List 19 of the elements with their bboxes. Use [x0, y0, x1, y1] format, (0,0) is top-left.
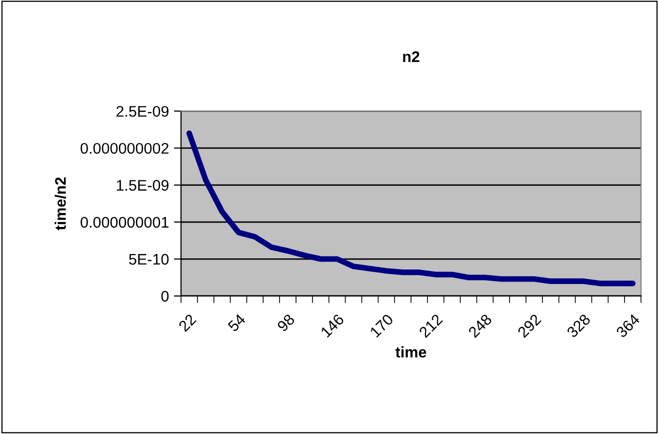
- x-tick-label: 292: [517, 313, 542, 338]
- y-tick-label: 5E-10: [129, 254, 169, 265]
- y-tick-label: 2.5E-09: [116, 106, 168, 117]
- x-tick-label: 212: [418, 313, 443, 338]
- x-tick-label: 170: [369, 313, 394, 338]
- y-tick-label: 0.000000002: [80, 142, 168, 154]
- x-tick-label: 248: [468, 313, 492, 338]
- chart-title: n2: [403, 51, 420, 62]
- x-tick-label: 328: [566, 313, 591, 338]
- x-tick-label: 364: [615, 313, 640, 338]
- x-axis-title: time: [396, 346, 426, 358]
- y-tick-label: 0.000000001: [80, 216, 168, 228]
- y-tick-label: 1.5E-09: [116, 180, 168, 191]
- y-tick-label: 0: [161, 290, 169, 302]
- x-tick-label: 146: [320, 313, 345, 338]
- x-tick-label: 54: [227, 313, 246, 332]
- x-tick-label: 22: [178, 313, 197, 332]
- x-tick-label: 98: [276, 313, 296, 332]
- y-axis-title: time/n2: [54, 177, 66, 230]
